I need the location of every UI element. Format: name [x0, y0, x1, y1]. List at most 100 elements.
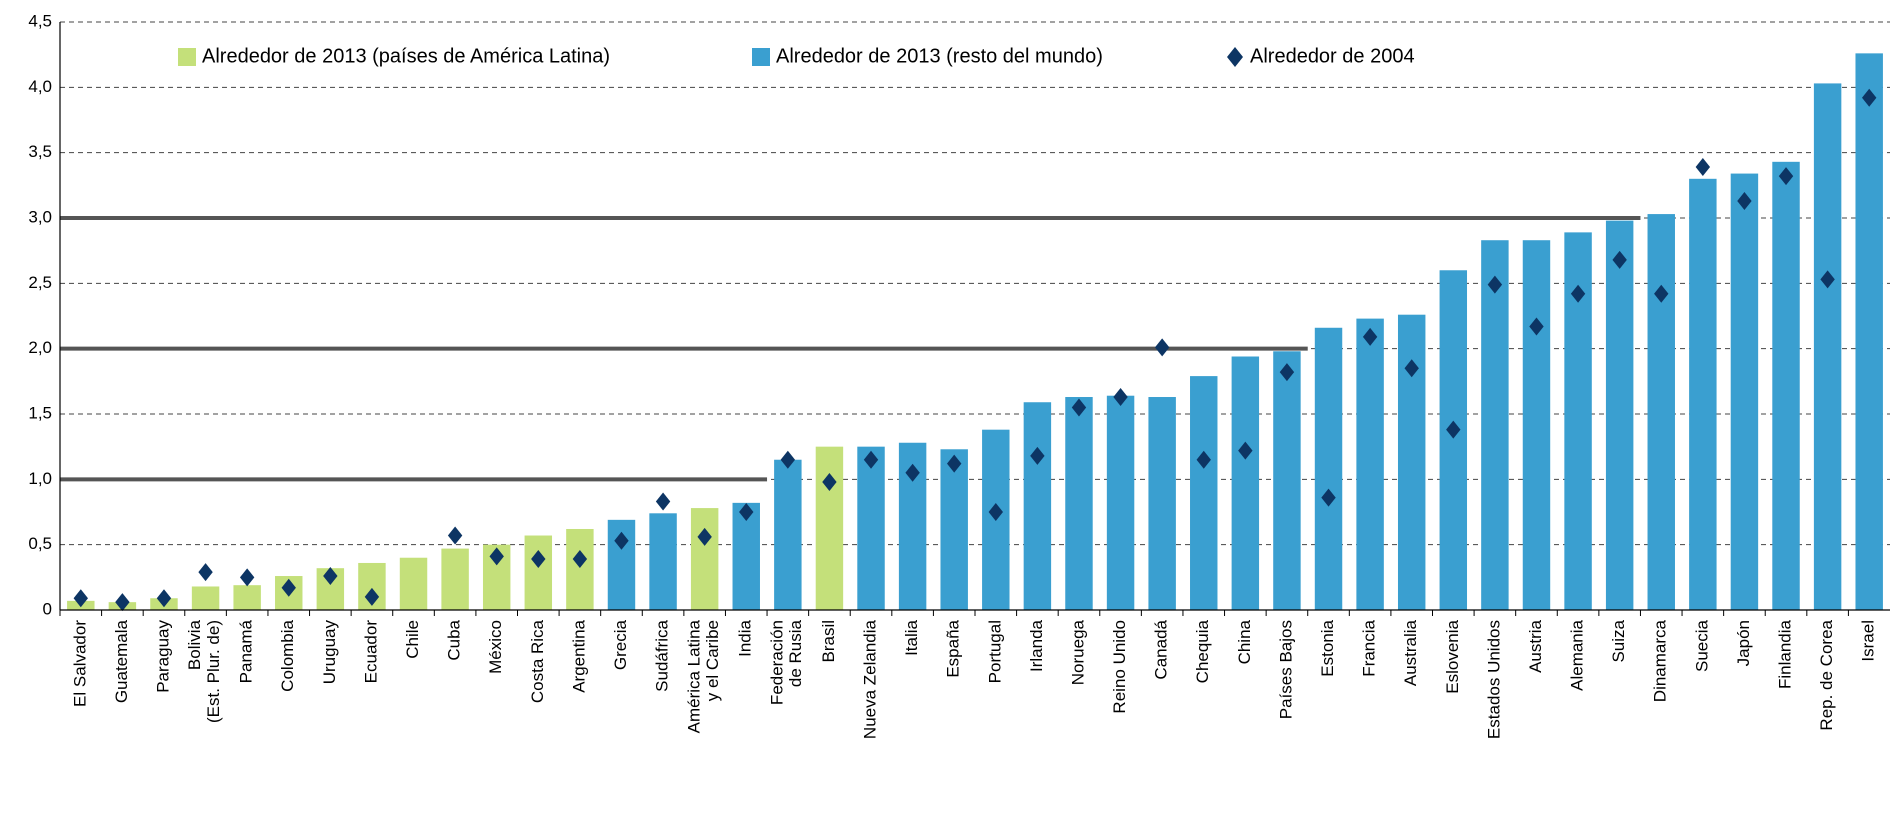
x-tick-label: España [944, 619, 963, 677]
x-tick-label: Federaciónde Rusia [768, 619, 806, 705]
diamond-marker [822, 472, 837, 491]
bar [690, 508, 719, 610]
x-tick-label: Panamá [237, 619, 256, 683]
bar [1522, 240, 1551, 611]
bar [857, 446, 885, 610]
x-tick-label: Argentina [569, 619, 588, 692]
diamond-marker [1654, 284, 1669, 303]
bar [1065, 397, 1093, 610]
diamond-marker [1570, 284, 1586, 303]
diamond-marker [198, 563, 213, 582]
x-tick-label: Alemania [1568, 619, 1587, 690]
bar [1647, 214, 1675, 610]
diamond-marker [156, 589, 172, 608]
x-tick-label: Colombia [278, 619, 297, 691]
diamond-marker [447, 526, 463, 545]
y-tick-label: 4,0 [28, 77, 52, 96]
x-tick-label: Cuba [445, 619, 464, 660]
diamond-marker [1196, 450, 1211, 469]
x-tick-label: Países Bajos [1276, 620, 1295, 719]
x-tick-label: Finlandia [1776, 619, 1795, 689]
diamond-marker [1446, 420, 1461, 439]
y-tick-label: 2,5 [28, 273, 52, 292]
x-tick-label: Ecuador [361, 620, 380, 684]
diamond-marker [655, 492, 671, 511]
bar [1439, 270, 1468, 610]
diamond-marker [572, 550, 588, 569]
x-tick-label: Estados Unidos [1484, 620, 1503, 739]
diamond-marker [780, 450, 796, 469]
diamond-marker [1030, 446, 1045, 465]
diamond-marker [1404, 359, 1419, 378]
bar [1231, 356, 1260, 610]
diamond-marker [863, 450, 879, 469]
x-tick-label: Bolivia(Est. Plur. de) [186, 619, 224, 723]
diamond-marker [1820, 270, 1835, 289]
bar [774, 459, 802, 610]
bar [1813, 83, 1842, 610]
diamond-marker [323, 567, 338, 586]
diamond-marker [489, 547, 504, 566]
x-tick-label: Dinamarca [1651, 619, 1670, 702]
bar [815, 446, 844, 610]
bar [566, 528, 594, 610]
bar [524, 535, 553, 610]
x-tick-label: Costa Rica [528, 619, 547, 703]
x-tick-label: Austria [1526, 619, 1545, 672]
y-tick-label: 3,5 [28, 142, 52, 161]
x-tick-label: Suecia [1692, 619, 1711, 672]
diamond-marker [73, 589, 88, 608]
diamond-marker [531, 550, 546, 569]
x-tick-label: Sudáfrica [653, 619, 672, 691]
x-tick-label: Chile [403, 620, 422, 659]
diamond-marker [239, 568, 255, 587]
diamond-marker [1279, 363, 1295, 382]
x-tick-label: Canadá [1152, 619, 1171, 679]
diamond-marker [947, 454, 962, 473]
x-tick-label: América Latinay el Caribe [685, 619, 723, 733]
x-tick-label: Grecia [611, 619, 630, 670]
y-tick-label: 3,0 [28, 207, 52, 226]
bar [1481, 240, 1509, 611]
bar [1605, 220, 1634, 610]
bar [1106, 395, 1135, 610]
diamond-marker [115, 593, 130, 612]
bar [1397, 314, 1426, 610]
bar [399, 557, 428, 610]
x-tick-label: Paraguay [153, 620, 172, 693]
x-tick-label: Suiza [1609, 619, 1628, 662]
diamond-marker [1862, 88, 1877, 107]
x-tick-label: Noruega [1068, 619, 1087, 685]
bar [1314, 327, 1343, 610]
diamond-marker [1778, 167, 1794, 186]
legend-swatch [1227, 47, 1243, 67]
bar [233, 585, 261, 610]
diamond-marker [1612, 250, 1627, 269]
diamond-marker [1737, 192, 1752, 211]
diamond-marker [364, 587, 380, 606]
legend-swatch [752, 48, 770, 66]
x-tick-label: Uruguay [320, 620, 339, 685]
bar [940, 449, 968, 610]
diamond-marker [1695, 158, 1711, 177]
x-tick-label: Japón [1734, 620, 1753, 666]
bar [649, 513, 677, 610]
diamond-marker [1113, 388, 1128, 407]
bar [1772, 161, 1800, 610]
diamond-marker [1071, 398, 1087, 417]
y-tick-label: 2,0 [28, 338, 52, 357]
bar [1356, 318, 1384, 610]
y-tick-label: 1,0 [28, 469, 52, 488]
diamond-marker [697, 527, 712, 546]
bar [1190, 376, 1218, 610]
x-tick-label: Italia [902, 619, 921, 655]
diamond-marker [1487, 275, 1503, 294]
y-tick-label: 0 [43, 599, 52, 618]
diamond-marker [988, 503, 1003, 521]
x-tick-label: Nueva Zelandia [861, 619, 880, 739]
bar [191, 586, 220, 610]
x-tick-label: México [486, 620, 505, 674]
x-tick-label: Israel [1859, 620, 1878, 662]
diamond-marker [1238, 441, 1253, 460]
